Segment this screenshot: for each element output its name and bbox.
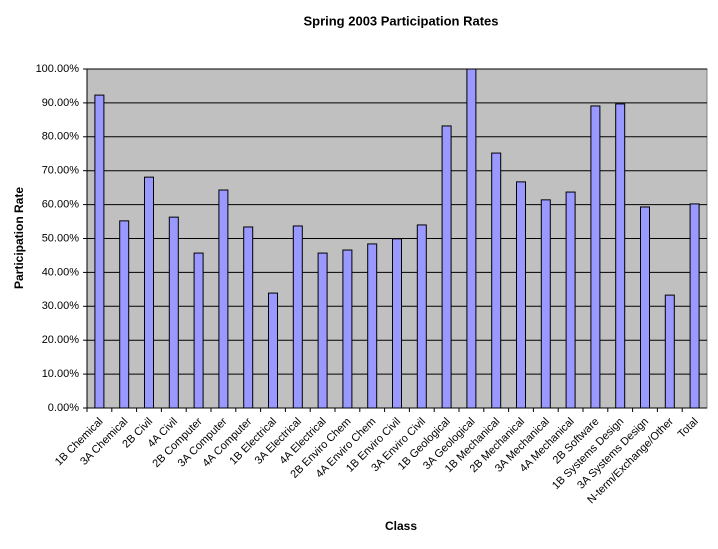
bar (292, 225, 303, 409)
bar (689, 203, 700, 409)
y-axis-title: Participation Rate (12, 187, 26, 289)
bar (144, 176, 154, 409)
x-axis-title: Class (385, 519, 417, 533)
bar (590, 105, 601, 409)
y-tick-label: 60.00% (42, 199, 80, 211)
bar (516, 181, 526, 409)
bar (243, 226, 254, 409)
bar (615, 103, 626, 409)
bar (466, 68, 477, 409)
bar (94, 94, 105, 409)
y-tick-label: 30.00% (42, 300, 80, 312)
bar (317, 252, 328, 409)
bar (168, 216, 179, 409)
y-tick-label: 90.00% (42, 97, 80, 109)
bar (565, 191, 576, 409)
bar (491, 152, 502, 409)
bar (367, 243, 378, 409)
bar (540, 199, 551, 409)
bar (392, 238, 402, 409)
bar (342, 249, 353, 409)
bar (268, 292, 278, 409)
y-tick-label: 40.00% (42, 266, 80, 278)
y-tick-label: 50.00% (42, 232, 80, 244)
bar (218, 189, 229, 409)
bar (664, 294, 675, 409)
bar (640, 206, 650, 409)
bar (119, 220, 130, 409)
y-tick-label: 10.00% (42, 368, 80, 380)
bar (416, 224, 427, 409)
y-tick-label: 20.00% (42, 334, 80, 346)
y-tick-label: 80.00% (42, 131, 80, 143)
y-tick-label: 70.00% (42, 165, 80, 177)
y-tick-label: 100.00% (36, 63, 80, 75)
bar (193, 252, 204, 409)
chart-title: Spring 2003 Participation Rates (303, 13, 498, 28)
y-tick-label: 0.00% (48, 402, 79, 414)
bar (441, 125, 452, 409)
